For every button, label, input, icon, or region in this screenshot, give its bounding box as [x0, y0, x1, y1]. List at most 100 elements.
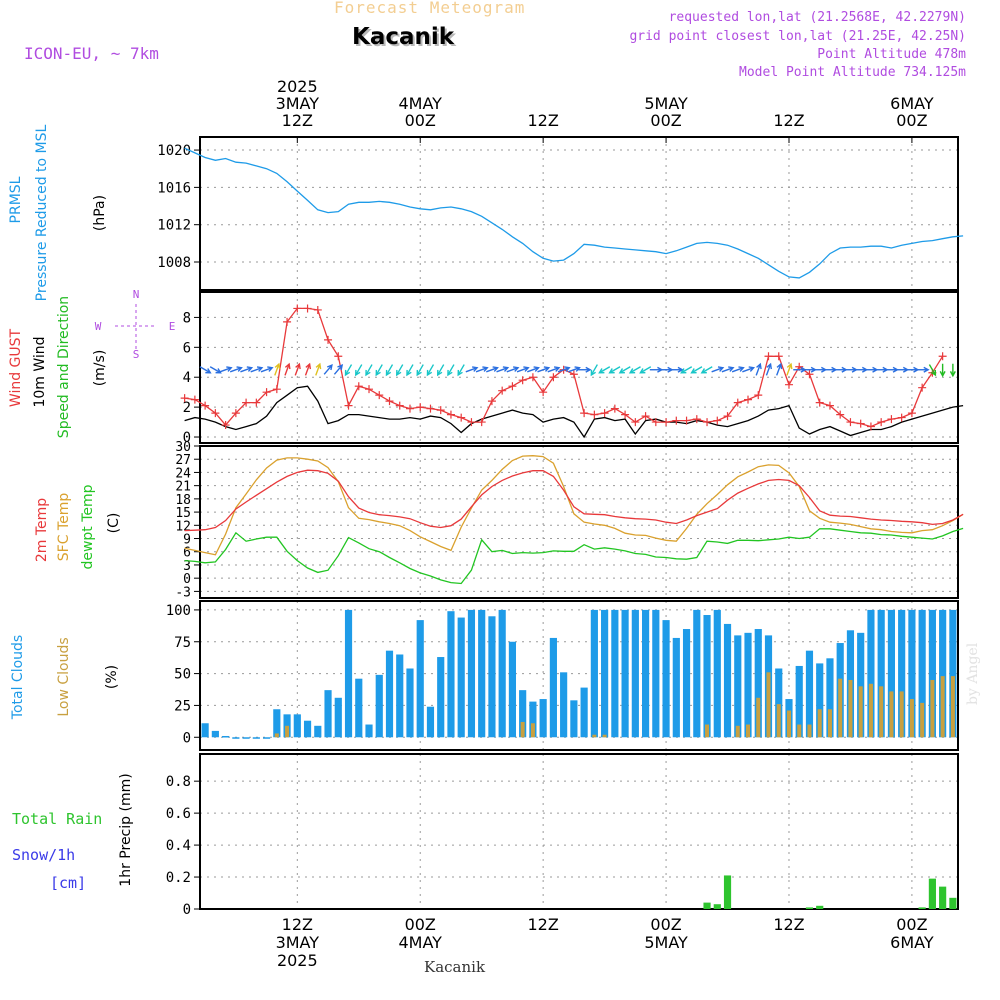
gust-marker — [549, 373, 558, 382]
wind-direction-arrow — [274, 362, 281, 376]
total-clouds-bar — [324, 690, 332, 738]
total-clouds-bar — [375, 674, 383, 738]
total-clouds-bar — [549, 637, 557, 738]
wind-direction-arrow — [742, 366, 756, 373]
wind-unit-label: (m/s) — [92, 350, 108, 387]
total-clouds-bar — [508, 641, 517, 738]
gust-marker — [334, 352, 343, 361]
wind-arrow-head — [355, 369, 361, 377]
wind-arrow-shaft — [294, 363, 301, 376]
y-tick-label: 6 — [183, 546, 191, 561]
gust-marker — [621, 410, 630, 419]
wind-arrow-shaft — [315, 363, 321, 376]
wind-direction-arrow — [506, 366, 520, 373]
wind-arrow-shaft — [219, 367, 232, 373]
wind-direction-arrow — [660, 366, 674, 373]
precip-frame — [199, 753, 959, 910]
gust-marker — [580, 409, 589, 418]
total-clouds-bar — [457, 617, 465, 738]
wind-direction-arrow — [731, 366, 745, 373]
footer-location: Kacanik — [424, 958, 486, 976]
total-clouds-bar — [918, 609, 926, 738]
y-tick-label: 1008 — [157, 255, 191, 271]
gust-marker — [375, 391, 384, 400]
y-tick-label: 3 — [183, 559, 191, 574]
wind-arrow-shaft — [765, 363, 772, 376]
wind-arrow-shaft — [323, 364, 333, 375]
total-clouds-bar — [355, 678, 363, 738]
wind-direction-arrow — [813, 366, 828, 373]
top-time-label: 12Z — [773, 111, 804, 130]
wind-arrow-shaft — [375, 364, 383, 376]
wind-direction-arrow — [639, 366, 652, 374]
low-clouds-bar — [868, 683, 873, 738]
precip-unit-label: 1hr Precip (mm) — [118, 773, 134, 886]
wind-arrow-head — [690, 368, 697, 374]
total-clouds-bar — [744, 632, 752, 738]
wind-direction-arrow — [670, 366, 684, 373]
low-clouds-bar — [797, 724, 802, 738]
total-clouds-bar — [908, 609, 916, 738]
wind-direction-arrow — [333, 364, 344, 375]
wind-gust-label: Wind GUST — [8, 328, 24, 407]
gust-marker — [436, 406, 445, 415]
wind-arrow-head — [598, 368, 605, 374]
wind-arrow-head — [375, 369, 381, 377]
pressure-label-msl: Pressure Reduced to MSL — [34, 124, 50, 301]
low-clouds-bar — [889, 691, 894, 738]
location-title: Kacanik — [352, 24, 455, 50]
wind-arrow-shaft — [229, 367, 242, 373]
gust-marker — [672, 416, 681, 425]
wind-arrow-shaft — [691, 366, 703, 374]
y-tick-label: 75 — [174, 635, 191, 651]
total-clouds-bar — [293, 714, 301, 738]
wind-arrow-shaft — [537, 367, 550, 373]
wind-arrow-head — [472, 366, 479, 372]
wind-arrow-head — [482, 366, 489, 372]
series-2m-temp-line — [184, 469, 964, 532]
pressure-label-prmsl: PRMSL — [8, 176, 24, 223]
wind-direction-arrow — [711, 366, 725, 373]
low-clouds-bar — [858, 686, 863, 738]
requested-coords: requested lon,lat (21.2568E, 42.2279N) — [668, 10, 966, 25]
y-tick-label: 0.6 — [166, 806, 191, 822]
wind-arrow-shaft — [731, 367, 744, 373]
y-tick-label: 0.2 — [166, 870, 191, 886]
wind-arrow-shaft — [437, 364, 445, 376]
wind-arrow-head — [513, 366, 520, 372]
total-clouds-bar — [887, 609, 896, 738]
gust-marker — [528, 373, 537, 382]
total-clouds-bar — [641, 609, 650, 738]
wind-arrow-head — [284, 362, 291, 370]
low-clouds-bar — [746, 724, 751, 738]
gust-marker — [231, 409, 240, 418]
low-clouds-bar — [827, 709, 832, 738]
gust-marker — [733, 398, 742, 407]
gust-marker — [190, 395, 199, 404]
wind-direction-arrow — [721, 366, 735, 373]
bottom-time-label: 2025 — [277, 951, 318, 970]
wind-direction-arrow — [786, 362, 793, 376]
wind-arrow-shaft — [416, 364, 424, 376]
total-clouds-bar — [344, 609, 353, 738]
wind-arrow-head — [256, 366, 264, 372]
gust-marker — [784, 380, 793, 389]
wind-arrow-head — [677, 366, 684, 373]
gust-marker — [774, 352, 783, 361]
low-clouds-bar — [705, 724, 710, 738]
gust-marker — [610, 404, 619, 413]
y-tick-label: 6 — [183, 340, 191, 356]
total-clouds-bar — [611, 609, 619, 738]
wind-arrow-head — [295, 362, 301, 370]
wind-arrow-head — [776, 362, 783, 370]
y-tick-label: 24 — [175, 466, 191, 481]
bottom-time-label: 00Z — [650, 915, 681, 934]
series-dewpt-temp-line — [184, 527, 964, 585]
wind-panel: 0 2 4 6 8 — [183, 291, 959, 446]
wind-arrow-head — [344, 369, 351, 377]
low-clouds-bar — [940, 676, 945, 738]
wind-arrow-head — [786, 362, 793, 370]
wind-arrow-shaft — [406, 364, 414, 376]
